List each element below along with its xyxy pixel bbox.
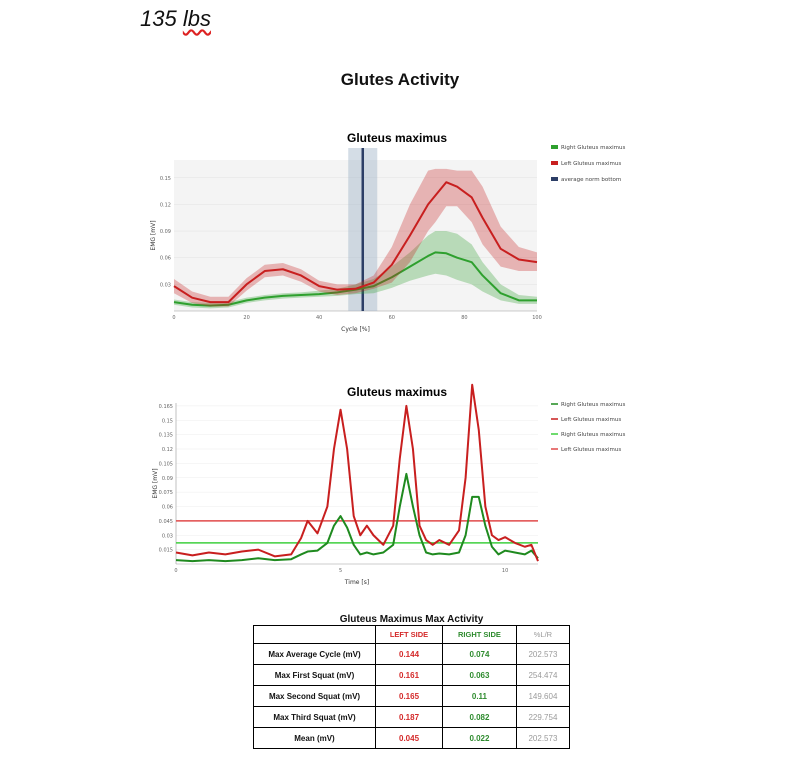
legend-swatch (551, 145, 558, 149)
legend-label: Left Gluteus maximus (561, 161, 621, 167)
table-row: Mean (mV) 0.045 0.022 202.573 (253, 727, 571, 749)
table-row: Max Third Squat (mV) 0.187 0.082 229.754 (253, 706, 571, 728)
time-chart: Gluteus maximus 0.015 0.03 0.045 0.06 0.075 0.… (152, 383, 626, 586)
left-value: 0.161 (374, 664, 444, 686)
y-tick-label: 0.075 (159, 490, 173, 496)
left-value: 0.187 (374, 706, 444, 728)
table-header-ratio: %L/R (515, 625, 571, 644)
ratio-value: 149.604 (515, 685, 571, 707)
x-axis-label: Cycle [%] (341, 326, 370, 333)
x-axis-label: Time [s] (344, 579, 369, 586)
weight-unit: lbs (182, 6, 211, 31)
legend-label: Right Gluteus maximus (561, 402, 626, 408)
row-label: Max Average Cycle (mV) (253, 643, 376, 665)
y-axis-label: EMG [mV] (150, 220, 157, 250)
ratio-value: 229.754 (515, 706, 571, 728)
legend-label: Left Gluteus maximus (561, 447, 621, 453)
ratio-value: 202.573 (515, 643, 571, 665)
right-glute-line (173, 251, 537, 307)
right-value: 0.063 (442, 664, 517, 686)
legend-swatch (551, 177, 558, 181)
y-tick-label: 0.09 (162, 476, 173, 482)
table-title: Gluteus Maximus Max Activity (339, 614, 484, 625)
y-tick-label: 0.105 (159, 461, 173, 467)
x-tick-label: 60 (389, 315, 395, 321)
y-tick-label: 0.045 (159, 519, 173, 525)
left-value: 0.144 (374, 643, 444, 665)
x-tick-label: 5 (339, 568, 342, 574)
right-value: 0.022 (442, 727, 517, 749)
table-header-left: LEFT SIDE (374, 625, 444, 644)
legend-swatch (551, 161, 558, 165)
weight-value: 135 (140, 6, 177, 31)
cycle-chart: Gluteus maximus 0.03 0.06 0.09 0.12 0.15 0 20 40… (150, 131, 626, 333)
table-row: Max Average Cycle (mV) 0.144 0.074 202.5… (253, 643, 571, 665)
right-value: 0.11 (442, 685, 517, 707)
y-tick-label: 0.165 (159, 404, 173, 410)
y-tick-label: 0.15 (162, 418, 173, 424)
y-tick-label: 0.135 (159, 433, 173, 439)
x-tick-label: 20 (243, 315, 249, 321)
weight-label: 135 lbs (140, 6, 211, 32)
table-header-right: RIGHT SIDE (442, 625, 517, 644)
page-title: Glutes Activity (340, 70, 460, 89)
y-tick-label: 0.03 (162, 533, 173, 539)
row-label: Mean (mV) (253, 727, 376, 749)
left-value: 0.045 (374, 727, 444, 749)
y-tick-label: 0.12 (160, 202, 171, 208)
x-tick-label: 40 (316, 315, 322, 321)
y-tick-label: 0.06 (162, 505, 173, 511)
max-activity-table-wrap: Gluteus Maximus Max Activity LEFT SIDE R… (253, 614, 571, 749)
legend-label: Right Gluteus maximus (561, 145, 626, 151)
table-row: Max Second Squat (mV) 0.165 0.11 149.604 (253, 685, 571, 707)
left-glute-line (173, 181, 538, 304)
plot-area (174, 160, 537, 311)
y-axis-label: EMG [mV] (152, 468, 159, 498)
y-tick-label: 0.09 (160, 229, 171, 235)
x-tick-label: 0 (172, 315, 175, 321)
row-label: Max First Squat (mV) (253, 664, 376, 686)
y-tick-label: 0.15 (160, 176, 171, 182)
x-tick-label: 10 (502, 568, 508, 574)
table-header-row: LEFT SIDE RIGHT SIDE %L/R (253, 625, 571, 644)
right-value: 0.074 (442, 643, 517, 665)
y-tick-label: 0.015 (159, 548, 173, 554)
x-tick-label: 80 (461, 315, 467, 321)
right-glute-signal (175, 472, 539, 563)
legend-label: Left Gluteus maximus (561, 417, 621, 423)
y-tick-label: 0.03 (160, 282, 171, 288)
table-row: Max First Squat (mV) 0.161 0.063 254.474 (253, 664, 571, 686)
legend-label: Right Gluteus maximus (561, 432, 626, 438)
chart-title: Gluteus maximus (347, 385, 447, 399)
y-tick-label: 0.06 (160, 256, 171, 262)
x-tick-label: 0 (174, 568, 177, 574)
legend-label: average norm bottom (561, 177, 621, 183)
max-activity-table: LEFT SIDE RIGHT SIDE %L/R Max Average Cy… (253, 625, 571, 749)
row-label: Max Third Squat (mV) (253, 706, 376, 728)
right-value: 0.082 (442, 706, 517, 728)
row-label: Max Second Squat (mV) (253, 685, 376, 707)
y-tick-label: 0.12 (162, 447, 173, 453)
x-tick-label: 100 (532, 315, 542, 321)
ratio-value: 202.573 (515, 727, 571, 749)
ratio-value: 254.474 (515, 664, 571, 686)
left-value: 0.165 (374, 685, 444, 707)
table-header-empty (253, 625, 376, 644)
chart-title: Gluteus maximus (347, 131, 447, 145)
right-glute-band (174, 231, 537, 309)
left-glute-signal (175, 383, 539, 562)
